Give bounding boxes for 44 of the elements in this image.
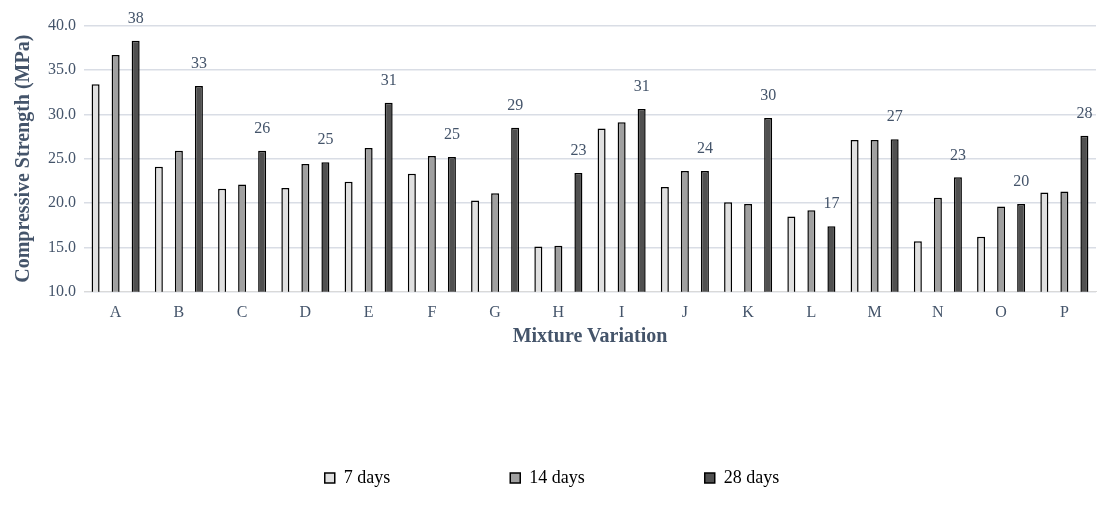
x-tick-label: P <box>1059 302 1069 320</box>
x-tick-label: A <box>109 302 122 320</box>
data-label: 17 <box>823 194 840 212</box>
x-tick-label: D <box>299 302 312 320</box>
data-label: 38 <box>127 8 144 26</box>
x-tick-label: F <box>427 302 437 320</box>
x-tick-label: G <box>489 302 502 320</box>
data-label: 31 <box>633 77 650 95</box>
data-label: 25 <box>443 125 460 143</box>
x-tick-label: E <box>363 302 374 320</box>
x-tick-label: I <box>618 302 625 320</box>
text: 35.0 <box>48 60 76 78</box>
data-label: 33 <box>190 54 207 72</box>
legend-label: 7 days <box>343 466 391 487</box>
x-axis-title: Mixture Variation <box>512 324 668 347</box>
data-label: 23 <box>570 141 587 159</box>
x-tick-label: O <box>995 302 1007 320</box>
x-tick-label: L <box>806 302 817 320</box>
x-tick-label: J <box>681 302 688 320</box>
data-label: 25 <box>317 130 334 148</box>
data-label: 31 <box>380 71 397 88</box>
legend-label: 28 days <box>723 466 780 487</box>
data-label: 26 <box>254 118 271 136</box>
x-tick-label: M <box>867 302 882 320</box>
text: 15.0 <box>48 237 76 255</box>
x-tick-label: N <box>932 302 945 320</box>
x-tick-label: B <box>173 302 185 320</box>
text: 25.0 <box>48 148 76 166</box>
data-label: 23 <box>949 145 966 163</box>
text: 20.0 <box>48 193 76 211</box>
legend-label: 14 days <box>529 466 585 487</box>
text: 30.0 <box>48 104 76 122</box>
data-label: 24 <box>696 139 713 157</box>
text: 10.0 <box>48 282 76 299</box>
x-tick-label: C <box>236 302 248 320</box>
data-label: 27 <box>886 107 903 125</box>
x-tick-label: H <box>552 302 565 320</box>
data-label: 20 <box>1013 172 1030 190</box>
x-tick-label: K <box>742 302 755 320</box>
text: 40.0 <box>48 15 76 33</box>
data-label: 29 <box>507 95 524 113</box>
data-label: 30 <box>760 86 777 104</box>
data-label: 28 <box>1076 103 1093 121</box>
y-axis-title: Compressive Strength (MPa) <box>11 34 35 283</box>
